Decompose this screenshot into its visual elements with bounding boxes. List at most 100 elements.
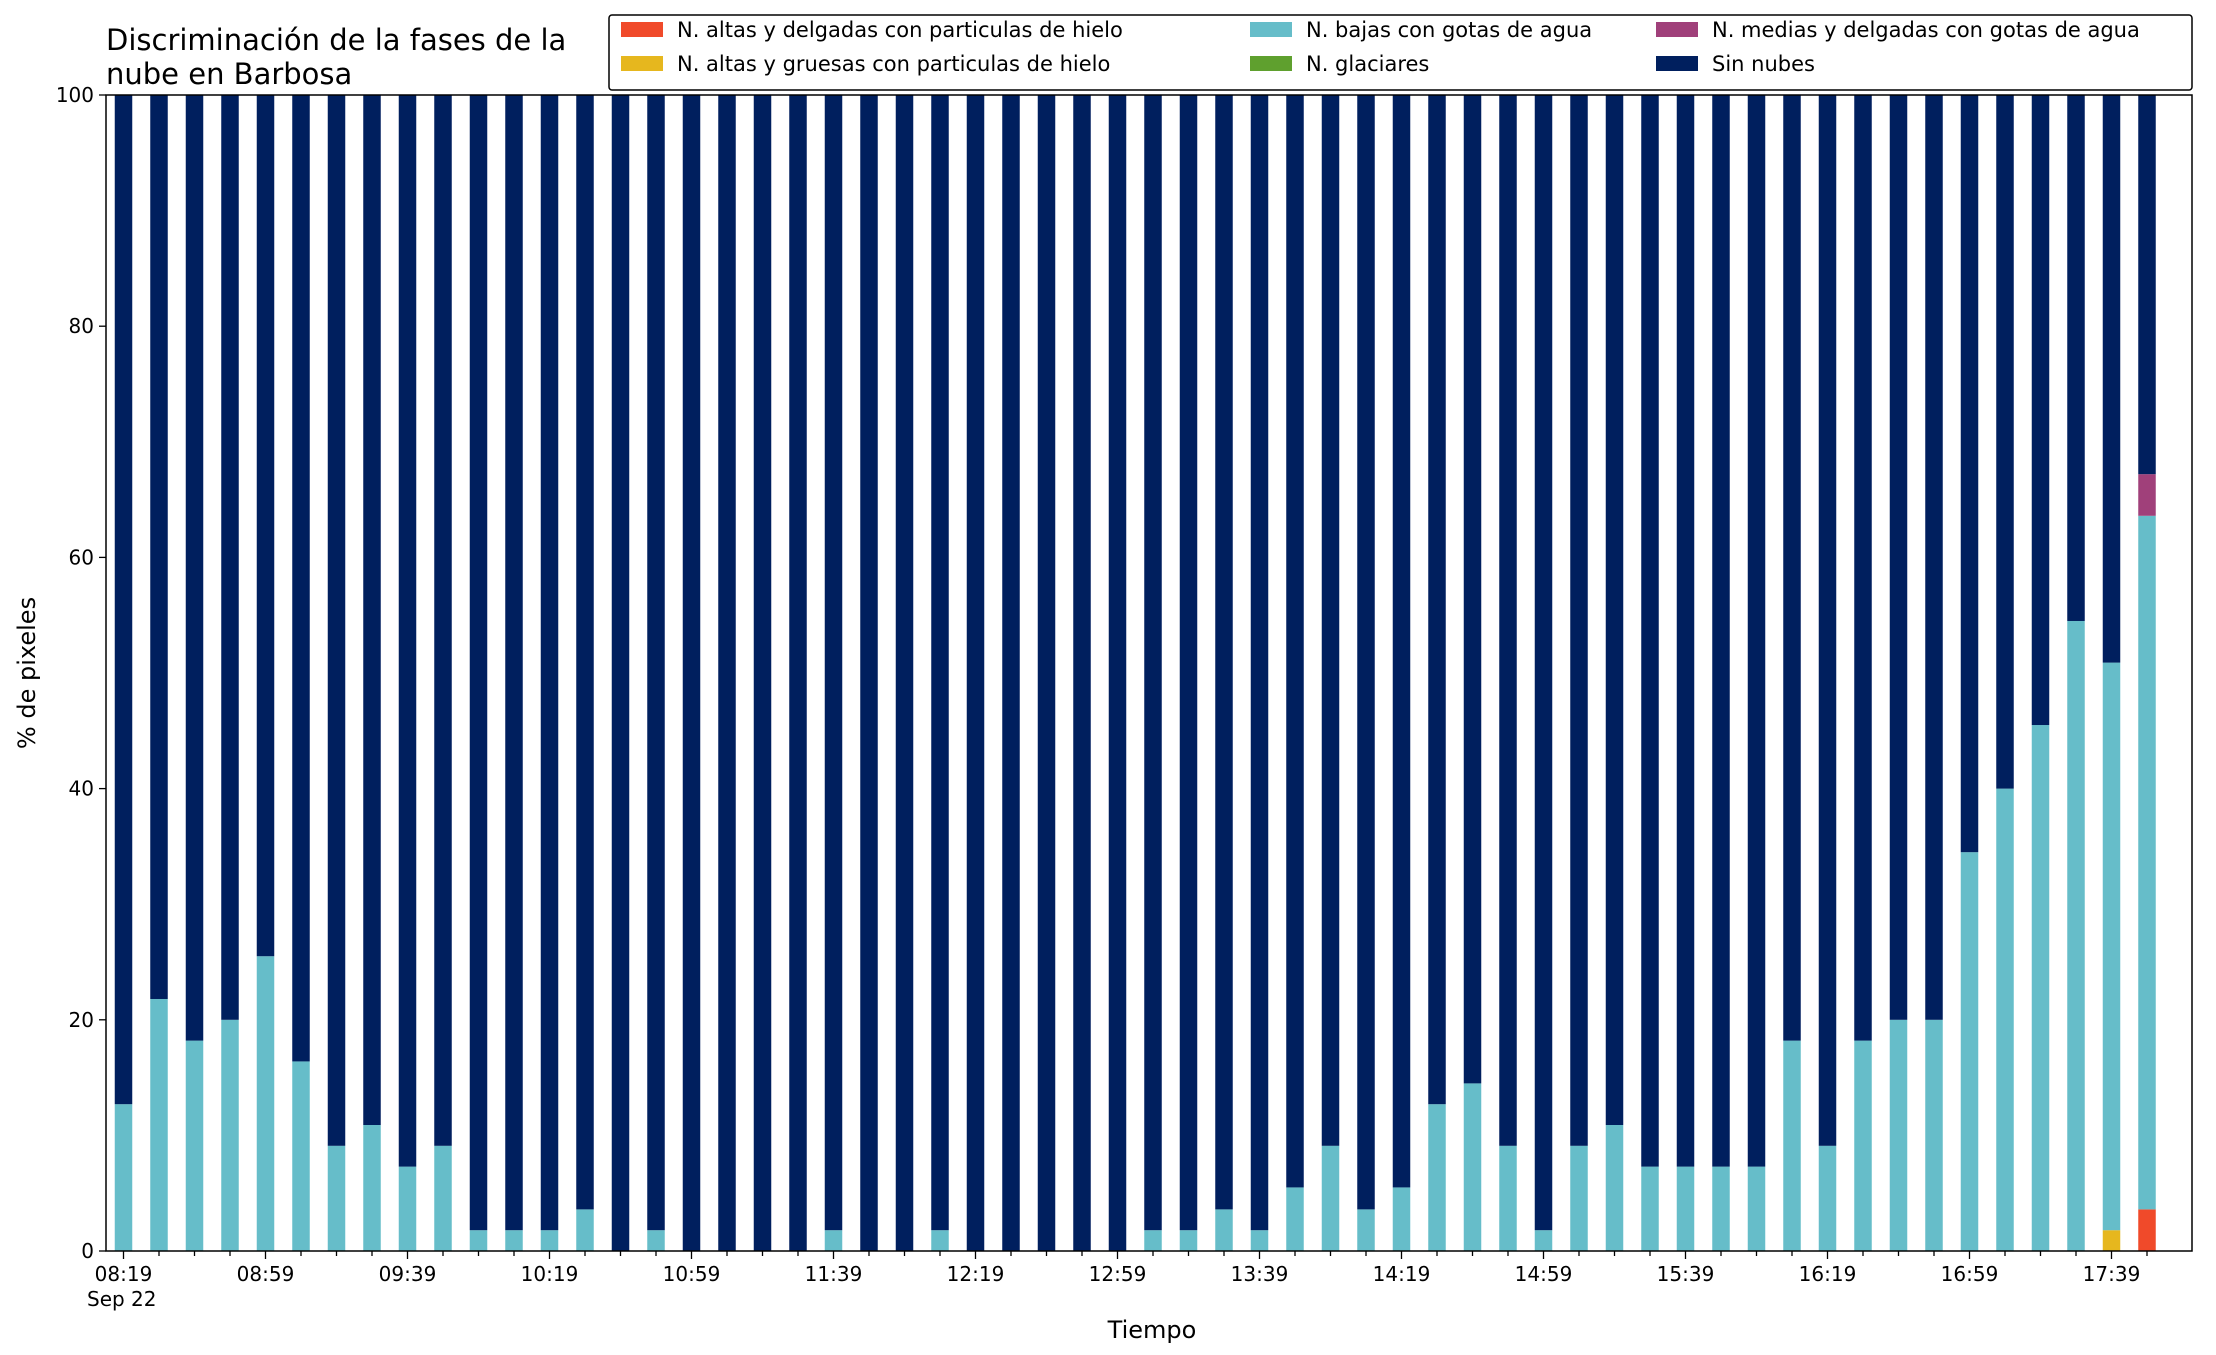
bar-segment-2-20 bbox=[824, 1230, 843, 1251]
bar-segment-5-5 bbox=[292, 95, 310, 1062]
x-tick-label-2: 09:39 bbox=[379, 1262, 437, 1286]
bar-segment-5-22 bbox=[895, 95, 914, 1251]
bar-segment-2-46 bbox=[1747, 1166, 1766, 1251]
bar-segment-5-2 bbox=[185, 95, 204, 1041]
x-tick-label-6: 12:19 bbox=[947, 1262, 1005, 1286]
bar-segment-2-35 bbox=[1357, 1209, 1375, 1251]
bar-segment-5-41 bbox=[1570, 95, 1588, 1146]
bar-segment-5-35 bbox=[1357, 95, 1375, 1210]
bar-segment-2-49 bbox=[1854, 1040, 1872, 1251]
bar-segment-5-26 bbox=[1037, 95, 1056, 1251]
legend: N. altas y delgadas con particulas de hi… bbox=[608, 14, 2193, 91]
x-tick-label-4: 10:59 bbox=[663, 1262, 721, 1286]
y-axis: 0 20 40 60 80 100 bbox=[56, 83, 106, 1263]
bar-segment-5-15 bbox=[647, 95, 665, 1231]
bar-segment-5-6 bbox=[327, 95, 346, 1146]
bar-segment-5-8 bbox=[398, 95, 417, 1167]
legend-box bbox=[608, 14, 2193, 91]
legend-label-0: N. altas y delgadas con particulas de hi… bbox=[677, 18, 1123, 42]
bar-segment-2-29 bbox=[1144, 1230, 1162, 1251]
bar-segment-5-9 bbox=[434, 95, 452, 1146]
bar-segment-2-56 bbox=[2102, 662, 2121, 1231]
bar-segment-2-1 bbox=[150, 998, 168, 1251]
bar-segment-5-12 bbox=[540, 95, 559, 1231]
bar-segment-2-38 bbox=[1463, 1083, 1482, 1251]
bar-segment-2-57 bbox=[2138, 515, 2156, 1210]
bar-segment-5-39 bbox=[1499, 95, 1517, 1146]
bars-layer bbox=[114, 95, 2156, 1251]
bar-segment-5-45 bbox=[1712, 95, 1730, 1167]
bar-segment-5-14 bbox=[611, 95, 630, 1251]
bar-segment-5-50 bbox=[1889, 95, 1908, 1020]
bar-segment-5-56 bbox=[2102, 95, 2121, 663]
bar-segment-5-33 bbox=[1286, 95, 1304, 1188]
bar-segment-5-7 bbox=[363, 95, 381, 1125]
bar-segment-2-52 bbox=[1960, 852, 1979, 1251]
x-tick-label-12: 16:19 bbox=[1799, 1262, 1857, 1286]
bar-segment-2-40 bbox=[1534, 1230, 1553, 1251]
bar-segment-2-3 bbox=[221, 1019, 239, 1251]
bar-segment-1-56 bbox=[2102, 1230, 2121, 1251]
bar-segment-2-30 bbox=[1179, 1230, 1198, 1251]
legend-swatch-3 bbox=[1250, 56, 1292, 71]
bar-segment-2-51 bbox=[1925, 1019, 1943, 1251]
legend-label-2: N. bajas con gotas de agua bbox=[1306, 18, 1592, 42]
bar-segment-5-4 bbox=[256, 95, 275, 957]
bar-segment-2-34 bbox=[1321, 1145, 1340, 1251]
bar-segment-5-27 bbox=[1073, 95, 1091, 1251]
bar-segment-2-4 bbox=[256, 956, 275, 1251]
bar-segment-5-30 bbox=[1179, 95, 1198, 1231]
bar-segment-2-37 bbox=[1428, 1104, 1446, 1251]
bar-segment-2-8 bbox=[398, 1166, 417, 1251]
x-tick-label-11: 15:39 bbox=[1657, 1262, 1715, 1286]
bar-segment-2-11 bbox=[505, 1230, 523, 1251]
legend-label-5: Sin nubes bbox=[1712, 52, 1815, 76]
bar-segment-2-39 bbox=[1499, 1145, 1517, 1251]
chart-title-line-1: Discriminación de la fases de la bbox=[106, 23, 566, 57]
bar-segment-0-57 bbox=[2138, 1209, 2156, 1251]
bar-segment-5-44 bbox=[1676, 95, 1695, 1167]
bar-segment-2-32 bbox=[1250, 1230, 1269, 1251]
bar-segment-5-43 bbox=[1641, 95, 1659, 1167]
x-tick-label-3: 10:19 bbox=[521, 1262, 579, 1286]
y-tick-label-2: 40 bbox=[69, 777, 94, 801]
bar-segment-2-50 bbox=[1889, 1019, 1908, 1251]
bar-segment-5-29 bbox=[1144, 95, 1162, 1231]
bar-segment-5-18 bbox=[753, 95, 772, 1251]
bar-segment-2-43 bbox=[1641, 1166, 1659, 1251]
x-tick-label-1: 08:59 bbox=[237, 1262, 295, 1286]
bar-segment-2-2 bbox=[185, 1040, 204, 1251]
bar-segment-5-28 bbox=[1108, 95, 1127, 1251]
bar-segment-5-57 bbox=[2138, 95, 2156, 475]
bar-segment-5-38 bbox=[1463, 95, 1482, 1084]
bar-segment-2-7 bbox=[363, 1125, 381, 1251]
x-tick-label-13: 16:59 bbox=[1941, 1262, 1999, 1286]
y-tick-label-0: 0 bbox=[81, 1239, 94, 1263]
x-axis: 08:19 08:59 09:39 10:19 10:59 11:39 12:19 12:59… bbox=[95, 1251, 2148, 1286]
bar-segment-5-51 bbox=[1925, 95, 1943, 1020]
bar-segment-2-36 bbox=[1392, 1187, 1411, 1251]
bar-segment-5-3 bbox=[221, 95, 239, 1020]
bar-segment-2-23 bbox=[931, 1230, 949, 1251]
bar-segment-5-37 bbox=[1428, 95, 1446, 1105]
bar-segment-5-46 bbox=[1747, 95, 1766, 1167]
legend-swatch-2 bbox=[1250, 22, 1292, 37]
bar-segment-5-19 bbox=[789, 95, 807, 1251]
x-tick-label-7: 12:59 bbox=[1089, 1262, 1147, 1286]
x-tick-label-8: 13:39 bbox=[1231, 1262, 1289, 1286]
bar-segment-5-47 bbox=[1783, 95, 1801, 1041]
legend-swatch-0 bbox=[621, 22, 663, 37]
bar-segment-5-11 bbox=[505, 95, 523, 1231]
bar-segment-2-31 bbox=[1215, 1209, 1233, 1251]
bar-segment-5-23 bbox=[931, 95, 949, 1231]
bar-segment-2-42 bbox=[1605, 1125, 1624, 1251]
bar-segment-5-17 bbox=[718, 95, 736, 1251]
bar-segment-5-25 bbox=[1002, 95, 1020, 1251]
legend-label-4: N. medias y delgadas con gotas de agua bbox=[1712, 18, 2140, 42]
bar-segment-5-13 bbox=[576, 95, 594, 1210]
legend-label-3: N. glaciares bbox=[1306, 52, 1429, 76]
bar-segment-5-36 bbox=[1392, 95, 1411, 1188]
bar-segment-2-10 bbox=[469, 1230, 488, 1251]
bar-segment-5-21 bbox=[860, 95, 878, 1251]
y-axis-label: % de pixeles bbox=[13, 597, 41, 749]
